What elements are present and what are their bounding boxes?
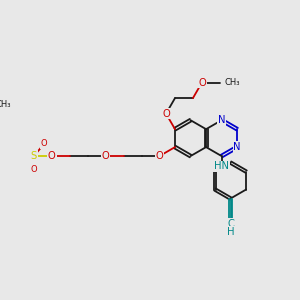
Text: O: O bbox=[102, 151, 110, 161]
Text: HN: HN bbox=[214, 161, 229, 171]
Text: N: N bbox=[233, 142, 241, 152]
Text: O: O bbox=[198, 78, 206, 88]
Text: N: N bbox=[218, 115, 225, 125]
Text: S: S bbox=[31, 151, 37, 161]
Text: O: O bbox=[156, 151, 163, 161]
Text: O: O bbox=[31, 165, 37, 174]
Text: CH₃: CH₃ bbox=[225, 78, 240, 87]
Text: H: H bbox=[227, 227, 234, 237]
Text: CH₃: CH₃ bbox=[0, 100, 11, 109]
Text: O: O bbox=[41, 140, 47, 148]
Text: C: C bbox=[227, 219, 234, 229]
Text: O: O bbox=[48, 151, 56, 161]
Text: O: O bbox=[162, 109, 170, 118]
